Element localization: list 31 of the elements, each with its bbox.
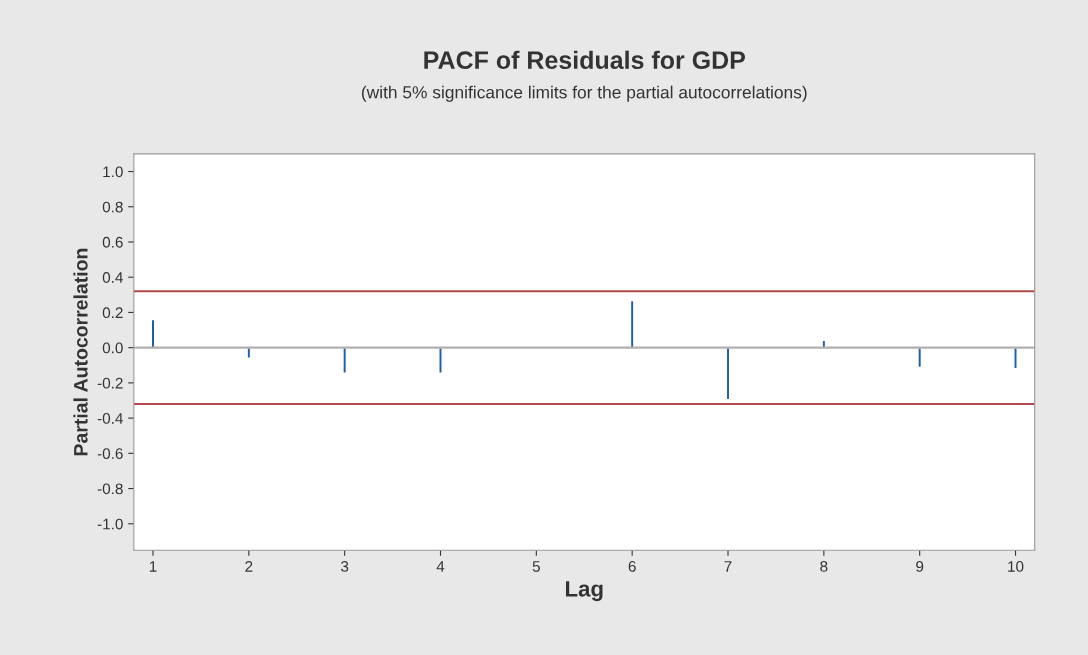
y-tick-label: -0.2	[97, 377, 123, 389]
x-tick-label: 10	[1008, 561, 1024, 572]
x-tick-label: 4	[436, 561, 445, 572]
y-tick-label: 0.8	[102, 201, 123, 213]
chart-title: PACF of Residuals for GDP	[424, 50, 745, 70]
x-tick-label: 7	[724, 561, 732, 572]
y-axis-title: Partial Autocorrelation	[73, 248, 88, 456]
y-tick-label: 1.0	[103, 166, 123, 178]
x-tick-label: 2	[245, 561, 253, 572]
y-tick-label: -0.8	[97, 483, 123, 495]
x-tick-label: 1	[149, 561, 157, 572]
x-tick-label: 3	[341, 561, 349, 572]
bar	[246, 346, 252, 359]
y-tick-label: 0.4	[102, 272, 123, 283]
x-tick-label: 8	[820, 561, 828, 572]
x-axis-title: Lag	[565, 581, 603, 602]
y-tick-label: 0.2	[102, 307, 123, 319]
x-tick-label: 9	[916, 561, 924, 572]
chart-subtitle: (with 5% significance limits for the partial autocorrelations)	[361, 85, 807, 102]
y-tick-label: -1.0	[97, 518, 123, 530]
y-tick-label: -0.6	[97, 448, 123, 460]
y-tick-label: 0.6	[102, 236, 123, 248]
y-tick-label: 0.0	[102, 342, 123, 354]
x-tick-label: 6	[628, 561, 636, 572]
bar	[1013, 346, 1018, 370]
x-tick-label: 5	[532, 561, 540, 572]
bar	[342, 346, 348, 374]
bar	[917, 346, 923, 369]
bar	[629, 299, 635, 349]
y-tick-label: -0.4	[97, 412, 123, 424]
bar	[438, 346, 443, 374]
